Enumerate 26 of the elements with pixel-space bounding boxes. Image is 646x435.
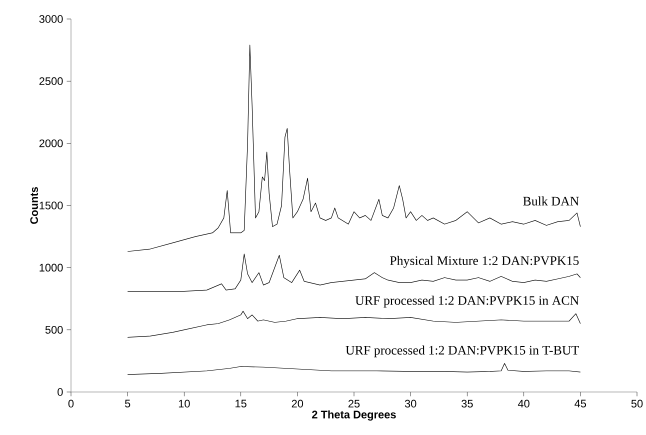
x-tick-label: 20	[292, 400, 304, 408]
series-label: Bulk DAN	[523, 196, 579, 206]
y-tick-label: 2000	[39, 139, 63, 148]
x-tick-label: 30	[404, 400, 416, 408]
x-axis-title: 2 Theta Degrees	[312, 410, 396, 421]
y-tick-label: 1000	[40, 264, 63, 272]
x-tick-label: 15	[236, 400, 246, 408]
x-tick-label: 40	[518, 400, 530, 408]
series-label: URF processed 1:2 DAN:PVPK15 in T-BUT	[346, 345, 579, 358]
y-tick-label: 500	[45, 326, 63, 334]
x-tick-label: 25	[348, 400, 360, 408]
y-tick-label: 1500	[40, 202, 63, 210]
series-label: URF processed 1:2 DAN:PVPK15 in ACN	[355, 296, 579, 308]
y-tick-label: 3000	[39, 15, 63, 23]
y-tick-label: 0	[58, 388, 63, 396]
series-label: Physical Mixture 1:2 DAN:PVPK15	[390, 256, 579, 268]
x-tick-label: 45	[574, 400, 586, 408]
y-axis-title: Counts	[30, 187, 38, 224]
y-tick-label: 2500	[39, 77, 63, 86]
line-series	[127, 44, 581, 252]
x-tick-label: 50	[631, 400, 643, 408]
x-tick-label: 10	[178, 400, 190, 408]
x-tick-label: 5	[124, 400, 130, 408]
x-tick-label: 35	[462, 400, 473, 408]
x-tick-label: 0	[68, 400, 74, 408]
line-series	[127, 254, 581, 292]
